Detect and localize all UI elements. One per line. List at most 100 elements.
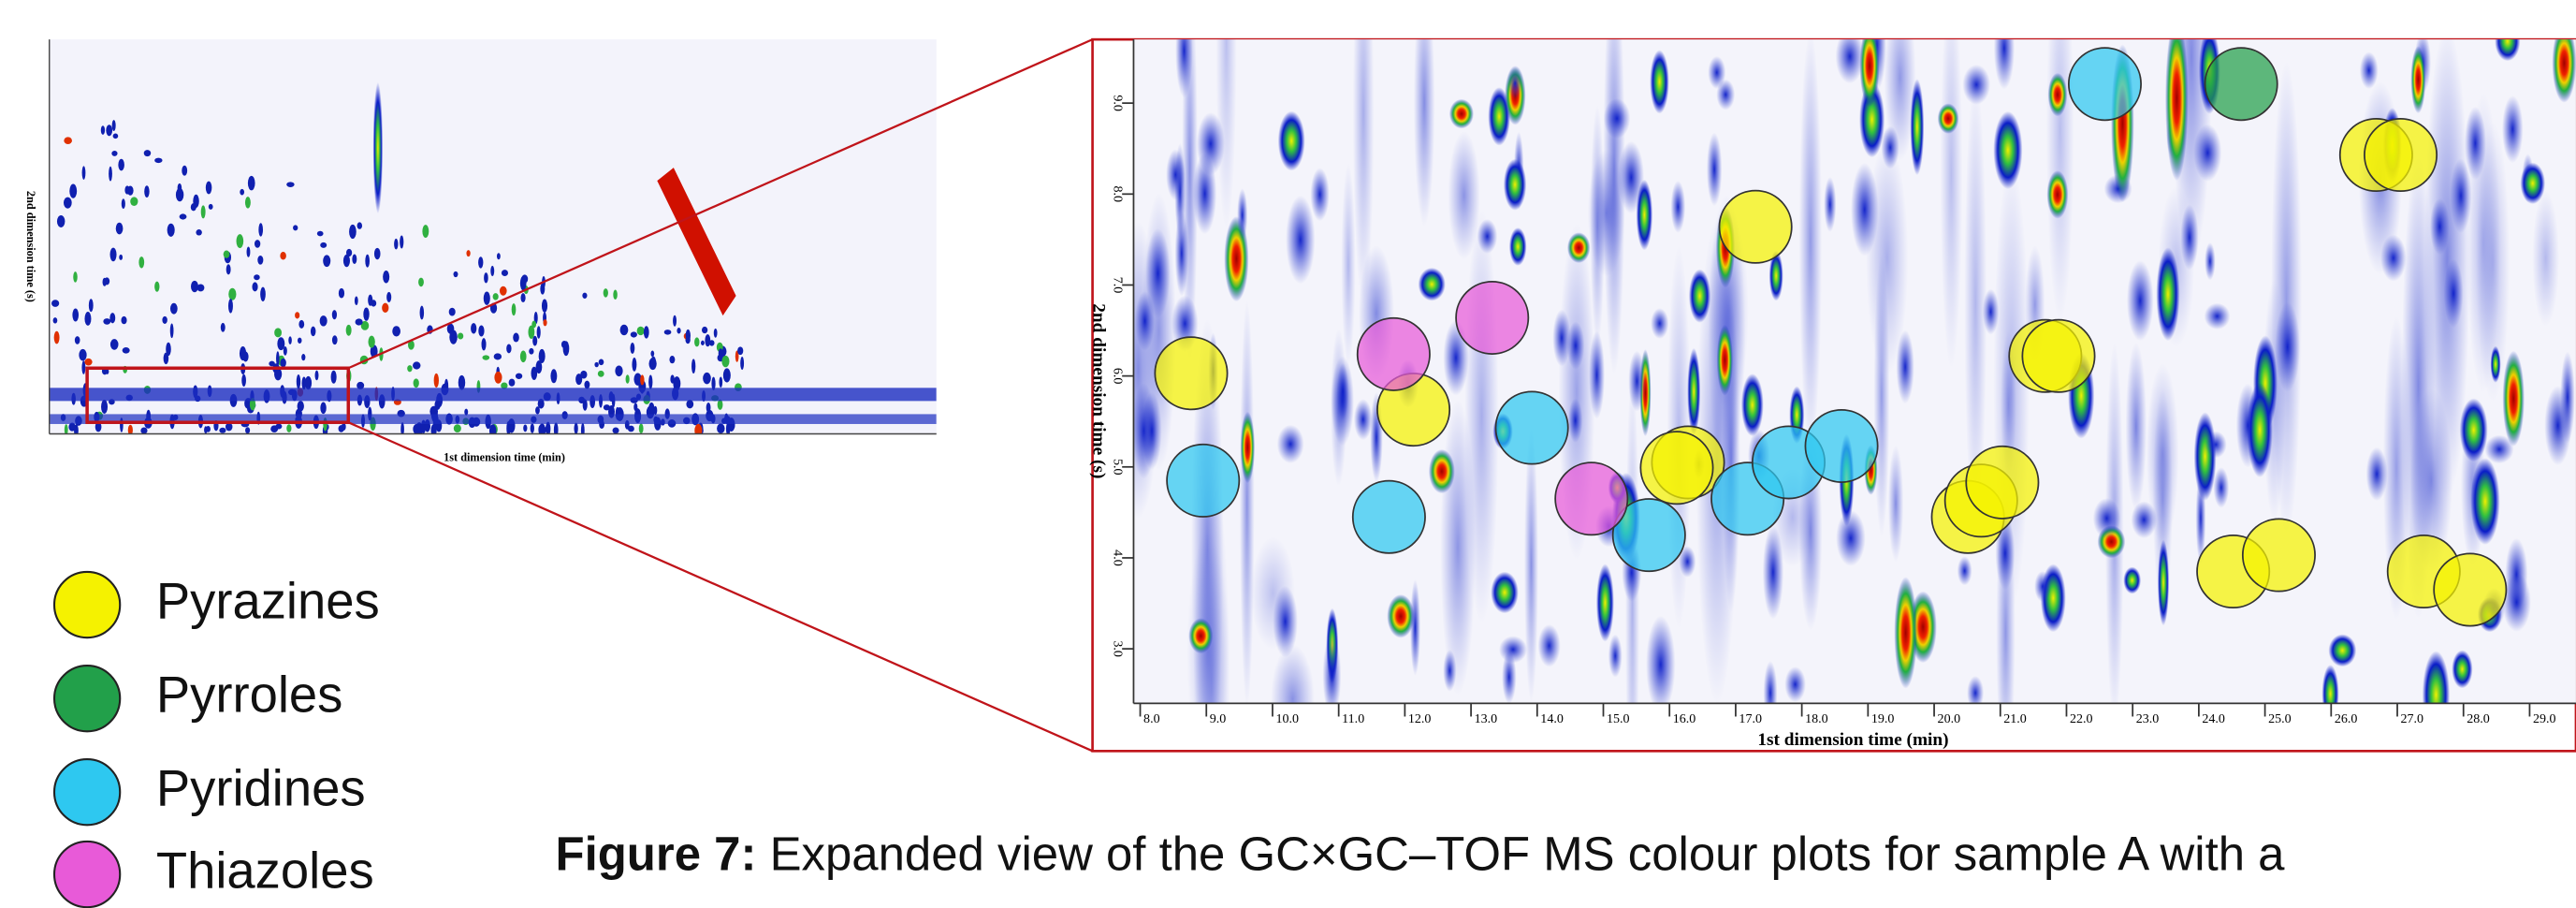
overview-spot [63, 197, 72, 209]
heatmap-smear [1448, 130, 1480, 260]
x-axis-label: 1st dimension time (min) [1757, 730, 1948, 750]
heatmap-spot [1240, 411, 1256, 484]
overview-spot [501, 382, 508, 389]
heatmap-spot [1967, 676, 1985, 704]
overview-spot [365, 254, 371, 268]
overview-spot [530, 423, 534, 433]
overview-spot [482, 355, 490, 360]
heatmap-spot [1850, 163, 1879, 256]
overview-spot [196, 228, 202, 236]
overview-spot [345, 324, 352, 336]
overview-spot [370, 344, 378, 359]
compound-marker [1965, 445, 2040, 520]
overview-spot [448, 307, 456, 316]
overview-spot [594, 361, 599, 368]
x-tick-label: 21.0 [2003, 711, 2027, 726]
overview-spot [630, 331, 637, 338]
overview-spot [109, 313, 116, 324]
heatmap-spot [1716, 324, 1734, 396]
caption-label: Figure 7: [555, 827, 756, 881]
heatmap-smear [1887, 445, 1904, 563]
heatmap-spot [2126, 260, 2154, 342]
overview-spot [449, 330, 458, 344]
overview-spot [360, 320, 370, 330]
heatmap-spot [1552, 309, 1571, 367]
overview-spot [345, 248, 353, 257]
overview-spot [154, 281, 160, 292]
overview-spot [297, 401, 304, 412]
heatmap-spot [1589, 330, 1605, 419]
overview-spot [127, 424, 133, 434]
overview-spot [706, 402, 711, 413]
overview-spot [531, 320, 537, 329]
heatmap-spot [1784, 666, 1806, 703]
compound-marker [1356, 316, 1431, 391]
heatmap-spot [2450, 158, 2472, 234]
heatmap-spot [1651, 308, 1669, 339]
overview-spot [140, 427, 148, 434]
overview-peak [372, 81, 384, 214]
overview-spot [252, 282, 258, 292]
heatmap-smear [2401, 153, 2436, 620]
overview-spot [254, 274, 260, 281]
overview-spot [310, 326, 316, 337]
overview-spot [630, 342, 635, 354]
overview-spot [286, 424, 292, 432]
overview-spot [582, 399, 588, 411]
overview-spot [685, 329, 691, 342]
overview-spot [220, 322, 226, 332]
heatmap-smear [2125, 342, 2147, 511]
overview-spot [247, 175, 255, 191]
x-tick-label: 24.0 [2202, 711, 2225, 726]
compound-marker [1494, 390, 1569, 465]
overview-spot [191, 280, 198, 293]
heatmap-spot [2429, 198, 2450, 256]
x-tick-label: 22.0 [2070, 711, 2093, 726]
overview-spot [269, 360, 275, 367]
overview-spot [718, 348, 723, 359]
heatmap-spot [1142, 391, 1162, 470]
overview-spot [580, 370, 588, 379]
overview-spot [422, 225, 429, 239]
overview-spot [691, 359, 696, 373]
heatmap-spot [1993, 110, 2023, 190]
heatmap-spot [1566, 321, 1585, 370]
heatmap-spot [2247, 382, 2273, 477]
heatmap-smear [1239, 300, 1255, 704]
overview-spot [488, 424, 497, 434]
x-tick-label: 17.0 [1739, 711, 1762, 726]
overview-spot [122, 346, 130, 354]
overview-spot [597, 370, 604, 377]
overview-spot [453, 424, 461, 432]
overview-spot [701, 326, 708, 334]
overview-spot [538, 348, 546, 363]
heatmap-spot [2459, 398, 2488, 462]
overview-spot [383, 271, 390, 284]
overview-spot [580, 422, 585, 434]
overview-spot [236, 234, 244, 249]
overview-spot [355, 318, 363, 326]
heatmap-spot [1567, 232, 1591, 264]
zoom-line [347, 38, 1094, 370]
heatmap-spot [1273, 585, 1298, 658]
overview-spot [205, 425, 211, 432]
overview-spot [458, 374, 466, 390]
overview-spot [418, 277, 424, 287]
overview-spot [227, 299, 233, 314]
heatmap-smear [1590, 105, 1605, 347]
overview-spot [295, 312, 300, 319]
heatmap-spot [1910, 79, 1925, 176]
heatmap-spot [2131, 501, 2158, 539]
overview-spot [529, 347, 534, 355]
compound-marker [2204, 47, 2278, 122]
compound-marker [2067, 47, 2142, 122]
heatmap-spot [1188, 618, 1214, 654]
overview-spot [708, 340, 715, 346]
heatmap-smear [1271, 644, 1315, 704]
overview-spot [118, 158, 124, 171]
heatmap-smear [1624, 368, 1640, 704]
overview-spot [407, 365, 413, 373]
heatmap-spot [2205, 431, 2227, 459]
overview-spot [392, 326, 400, 337]
overview-spot [506, 344, 512, 354]
